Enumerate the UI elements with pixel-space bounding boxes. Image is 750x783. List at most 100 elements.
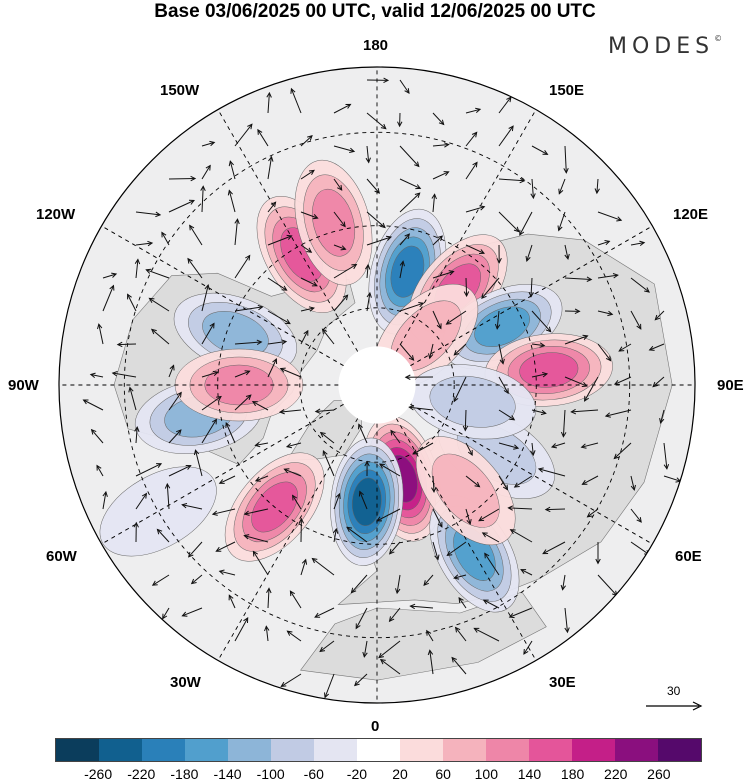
wind-arrow bbox=[168, 391, 182, 411]
colorbar-swatch bbox=[228, 739, 271, 761]
wind-arrow-shaft bbox=[333, 528, 337, 543]
wind-arrow-head bbox=[342, 294, 349, 301]
colorbar-swatch bbox=[529, 739, 572, 761]
wind-arrow-head bbox=[193, 449, 200, 456]
wind-arrow bbox=[509, 529, 533, 543]
wind-arrow-head bbox=[496, 257, 502, 264]
wind-arrow-shaft bbox=[135, 242, 153, 246]
wind-arrow-shaft bbox=[146, 269, 170, 279]
wind-arrow bbox=[604, 409, 632, 418]
wind-arrow bbox=[187, 541, 203, 558]
wind-arrow bbox=[267, 357, 278, 378]
wind-arrow-shaft bbox=[660, 409, 665, 424]
wind-arrow-head bbox=[134, 258, 141, 265]
wind-arrow-head bbox=[409, 603, 416, 610]
wind-arrow bbox=[333, 294, 349, 312]
wind-arrow bbox=[580, 442, 599, 449]
wind-arrow-shaft bbox=[508, 507, 533, 510]
wind-arrow-head bbox=[324, 692, 330, 699]
wind-arrow-head bbox=[264, 625, 270, 632]
anomaly-center bbox=[294, 159, 373, 286]
lon-label-120w: 120W bbox=[36, 206, 76, 223]
wind-arrow bbox=[399, 145, 420, 168]
wind-arrow-head bbox=[453, 350, 460, 356]
wind-arrow-shaft bbox=[481, 277, 500, 299]
wind-arrow-shaft bbox=[399, 79, 410, 94]
wind-arrow bbox=[586, 508, 599, 518]
wind-arrow-head bbox=[648, 345, 655, 351]
wind-arrow-shaft bbox=[429, 343, 434, 359]
wind-arrow bbox=[234, 304, 264, 312]
wind-arrow bbox=[528, 277, 534, 298]
wind-arrow-shaft bbox=[289, 590, 302, 609]
wind-arrow bbox=[445, 310, 467, 325]
wind-arrow bbox=[408, 405, 434, 411]
wind-arrow-shaft bbox=[216, 541, 236, 552]
wind-arrow bbox=[324, 673, 335, 699]
wind-arrow-head bbox=[428, 353, 434, 360]
wind-arrow bbox=[314, 408, 335, 414]
wind-arrow-head bbox=[251, 401, 258, 407]
wind-arrow-head bbox=[286, 234, 293, 240]
wind-arrow-head bbox=[340, 221, 346, 228]
wind-arrow-head bbox=[155, 211, 162, 218]
wind-arrow-head bbox=[358, 490, 364, 497]
wind-arrow-head bbox=[586, 276, 593, 282]
wind-arrow-head bbox=[652, 381, 659, 388]
wind-arrow-head bbox=[285, 443, 293, 449]
wind-arrow bbox=[215, 541, 236, 552]
wind-arrow bbox=[283, 468, 302, 477]
wind-arrow-shaft bbox=[482, 532, 500, 543]
wind-arrow-shaft bbox=[531, 310, 552, 333]
wind-arrow-head bbox=[266, 91, 272, 98]
wind-arrow-head bbox=[481, 293, 487, 300]
colorbar-tick-label: 180 bbox=[560, 766, 585, 782]
wind-arrow-shaft bbox=[359, 491, 368, 510]
wind-arrow-head bbox=[404, 233, 411, 240]
wind-arrow bbox=[234, 370, 251, 378]
anomaly-center bbox=[409, 364, 537, 440]
wind-arrow-head bbox=[314, 612, 321, 618]
wind-arrow-shaft bbox=[465, 162, 478, 180]
wind-arrow-shaft bbox=[290, 88, 302, 114]
wind-arrow-head bbox=[618, 346, 625, 352]
wind-arrow-shaft bbox=[287, 630, 302, 642]
wind-arrow-head bbox=[509, 529, 516, 535]
wind-arrow-shaft bbox=[149, 297, 170, 312]
wind-arrow bbox=[135, 492, 148, 510]
wind-arrow-head bbox=[162, 613, 168, 620]
wind-arrow-head bbox=[503, 388, 509, 395]
wind-arrow-head bbox=[644, 287, 650, 293]
wind-arrow-shaft bbox=[432, 194, 436, 213]
wind-arrow-shaft bbox=[366, 264, 369, 279]
wind-arrow-head bbox=[404, 88, 410, 95]
wind-arrow-shaft bbox=[267, 341, 287, 345]
wind-arrow-head bbox=[659, 417, 665, 424]
wind-arrow-shaft bbox=[432, 475, 435, 492]
wind-arrow-shaft bbox=[333, 145, 355, 152]
wind-arrow-shaft bbox=[389, 607, 401, 622]
wind-arrow-shaft bbox=[519, 211, 533, 236]
wind-arrow bbox=[399, 260, 405, 279]
wind-arrow bbox=[399, 79, 410, 95]
wind-arrow-shaft bbox=[399, 302, 424, 312]
wind-arrow bbox=[597, 273, 619, 279]
wind-arrow bbox=[227, 189, 236, 213]
wind-arrow-head bbox=[380, 222, 386, 229]
wind-arrow-head bbox=[281, 285, 288, 291]
wind-arrow-head bbox=[513, 226, 520, 233]
wind-arrow-shaft bbox=[212, 508, 236, 515]
lon-label-180: 180 bbox=[363, 37, 389, 54]
wind-arrow bbox=[267, 201, 277, 213]
wind-arrow bbox=[211, 508, 236, 516]
wind-arrow bbox=[630, 240, 646, 247]
wind-arrow-head bbox=[544, 506, 551, 513]
wind-arrow-shaft bbox=[201, 284, 209, 312]
wind-arrow-head bbox=[542, 549, 549, 555]
wind-arrow-head bbox=[414, 161, 420, 168]
wind-arrow-head bbox=[479, 205, 486, 211]
wind-arrow-head bbox=[594, 188, 600, 195]
wind-arrow-head bbox=[164, 482, 171, 489]
wind-arrow-shaft bbox=[102, 491, 107, 510]
wind-arrow-head bbox=[289, 590, 295, 597]
